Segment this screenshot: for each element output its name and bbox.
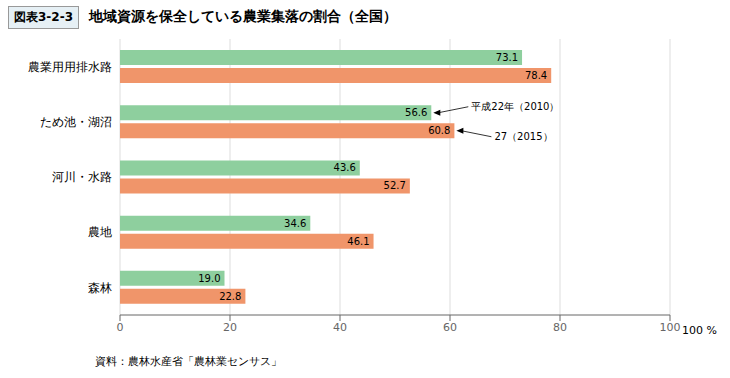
svg-text:森林: 森林 xyxy=(88,281,112,295)
svg-text:43.6: 43.6 xyxy=(334,162,356,173)
svg-text:40: 40 xyxy=(333,321,347,334)
svg-text:ため池・湖沼: ため池・湖沼 xyxy=(40,115,112,129)
svg-text:56.6: 56.6 xyxy=(405,107,427,118)
svg-text:60: 60 xyxy=(443,321,457,334)
svg-text:22.8: 22.8 xyxy=(219,291,241,302)
svg-text:河川・水路: 河川・水路 xyxy=(52,170,112,184)
svg-text:34.6: 34.6 xyxy=(284,218,306,229)
svg-text:60.8: 60.8 xyxy=(428,125,450,136)
svg-text:27（2015）: 27（2015） xyxy=(494,131,552,142)
html-text:図表3-2-3: 図表3-2-3 xyxy=(14,9,73,24)
svg-text:0: 0 xyxy=(117,321,124,334)
svg-text:20: 20 xyxy=(223,321,237,334)
svg-text:46.1: 46.1 xyxy=(347,236,369,247)
svg-text:100: 100 xyxy=(660,321,681,334)
svg-text:平成22年（2010）: 平成22年（2010） xyxy=(471,101,559,112)
svg-text:農地: 農地 xyxy=(88,225,112,239)
svg-text:100 %: 100 % xyxy=(682,324,717,337)
svg-text:農業用用排水路: 農業用用排水路 xyxy=(28,60,112,74)
svg-text:73.1: 73.1 xyxy=(496,52,518,63)
svg-text:78.4: 78.4 xyxy=(525,70,547,81)
svg-text:19.0: 19.0 xyxy=(198,273,220,284)
html-text:地域資源を保全している農業集落の割合（全国）: 地域資源を保全している農業集落の割合（全国） xyxy=(89,8,397,24)
svg-text:52.7: 52.7 xyxy=(384,180,406,191)
html-text:資料：農林水産省「農林業センサス」: 資料：農林水産省「農林業センサス」 xyxy=(95,355,282,368)
svg-text:80: 80 xyxy=(553,321,567,334)
